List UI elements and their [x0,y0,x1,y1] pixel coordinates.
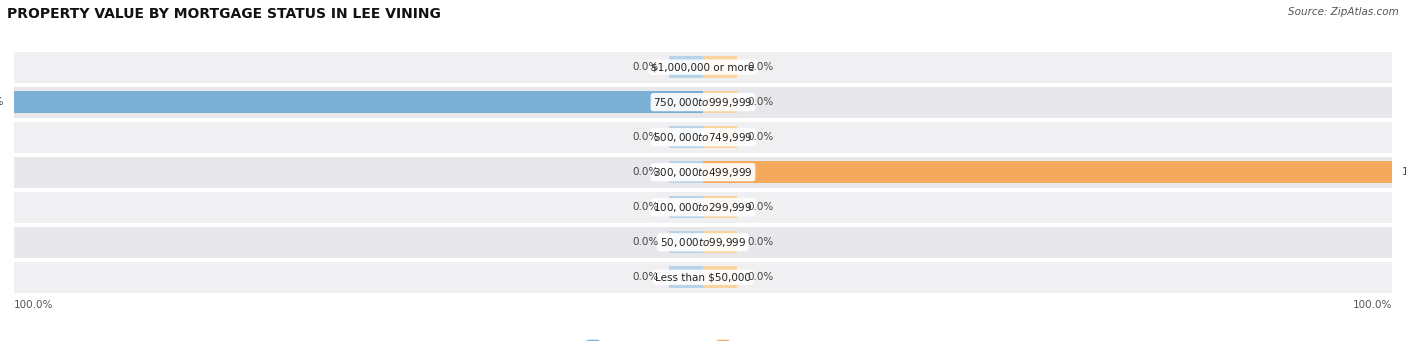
Bar [703,56,738,78]
Bar [703,266,738,288]
Text: 0.0%: 0.0% [631,167,658,177]
Bar [669,56,703,78]
Bar [703,196,738,218]
Bar [14,91,703,113]
Text: $100,000 to $299,999: $100,000 to $299,999 [654,201,752,214]
Text: 100.0%: 100.0% [0,97,4,107]
Text: 0.0%: 0.0% [631,132,658,142]
Text: 0.0%: 0.0% [748,237,775,247]
Text: $500,000 to $749,999: $500,000 to $749,999 [654,131,752,144]
Bar [703,161,1392,183]
Bar [14,157,1392,188]
Text: 100.0%: 100.0% [1353,300,1392,310]
Text: 0.0%: 0.0% [748,132,775,142]
Text: 0.0%: 0.0% [631,62,658,72]
Bar [669,161,703,183]
Text: $300,000 to $499,999: $300,000 to $499,999 [654,166,752,179]
Text: 0.0%: 0.0% [748,97,775,107]
Bar [14,262,1392,293]
Bar [669,232,703,253]
Bar [14,227,1392,258]
Text: 0.0%: 0.0% [631,272,658,282]
Text: 0.0%: 0.0% [631,202,658,212]
Legend: Without Mortgage, With Mortgage: Without Mortgage, With Mortgage [588,340,818,341]
Text: 0.0%: 0.0% [631,237,658,247]
Bar [703,91,738,113]
Bar [14,87,1392,118]
Bar [669,266,703,288]
Bar [703,126,738,148]
Bar [703,232,738,253]
Text: $50,000 to $99,999: $50,000 to $99,999 [659,236,747,249]
Text: 100.0%: 100.0% [1402,167,1406,177]
Text: PROPERTY VALUE BY MORTGAGE STATUS IN LEE VINING: PROPERTY VALUE BY MORTGAGE STATUS IN LEE… [7,7,441,21]
Text: 0.0%: 0.0% [748,62,775,72]
Bar [14,122,1392,152]
Bar [669,196,703,218]
Text: Source: ZipAtlas.com: Source: ZipAtlas.com [1288,7,1399,17]
Bar [14,192,1392,223]
Text: Less than $50,000: Less than $50,000 [655,272,751,282]
Text: 0.0%: 0.0% [748,202,775,212]
Bar [669,126,703,148]
Text: 0.0%: 0.0% [748,272,775,282]
Text: $1,000,000 or more: $1,000,000 or more [651,62,755,72]
Text: $750,000 to $999,999: $750,000 to $999,999 [654,95,752,109]
Bar [14,52,1392,83]
Text: 100.0%: 100.0% [14,300,53,310]
